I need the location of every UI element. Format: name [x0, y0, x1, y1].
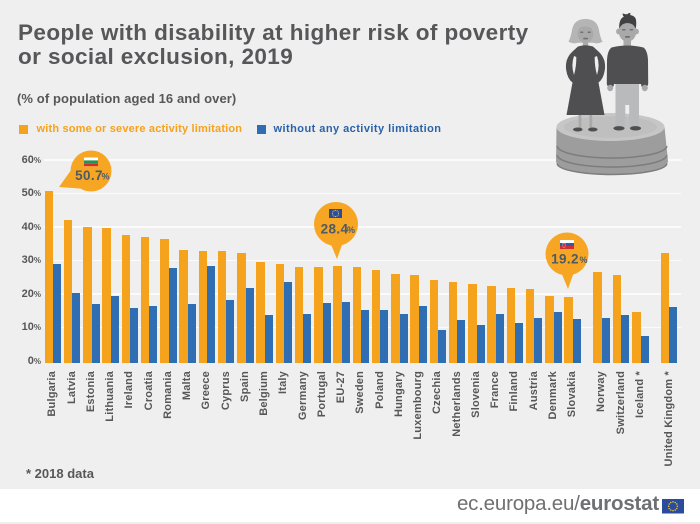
svg-text:%: % [102, 172, 110, 182]
svg-text:19.2: 19.2 [551, 252, 579, 267]
svg-text:%: % [580, 255, 588, 265]
svg-text:%: % [347, 225, 355, 235]
svg-text:50.7: 50.7 [75, 168, 103, 183]
svg-text:28.4: 28.4 [321, 222, 349, 237]
